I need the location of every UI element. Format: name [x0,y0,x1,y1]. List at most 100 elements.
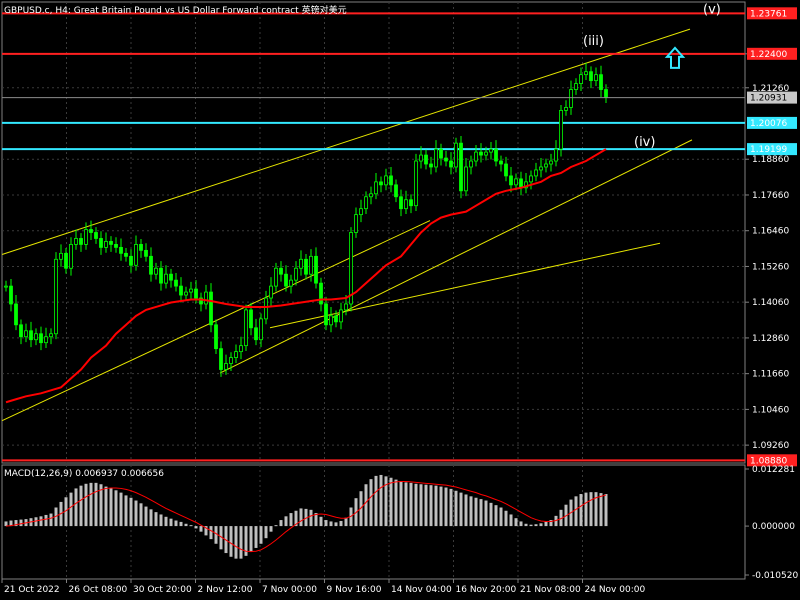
macd-histogram-bar [144,506,148,527]
y-tick-label: 1.17660 [752,191,789,201]
macd-histogram-bar [99,484,103,527]
candle-body [104,241,108,248]
candle-body [529,175,533,183]
macd-histogram-bar [514,518,518,527]
candle-body [49,333,53,338]
x-tick-label: 2 Nov 12:00 [198,585,253,595]
wave-label-iii: (iii) [583,34,604,49]
candle-body [589,71,593,82]
macd-histogram-bar [364,484,368,527]
macd-histogram-bar [344,517,348,527]
macd-histogram-bar [499,507,503,527]
up-arrow-icon [664,46,686,69]
macd-histogram-bar [124,495,128,527]
macd-histogram-bar [429,485,433,527]
candle-body [509,175,513,186]
macd-histogram-bar [84,483,88,527]
candle-body [99,238,103,248]
candle-body [604,89,608,98]
candle-body [84,229,88,245]
candle-body [299,258,303,269]
macd-histogram-bar [359,491,363,527]
candle-body [469,160,473,168]
macd-histogram-bar [279,520,283,527]
macd-histogram-bar [204,526,208,536]
level-price-label: 1.20076 [750,119,787,129]
candle-body [24,330,28,338]
candle-body [279,267,283,275]
candle-body [334,315,338,323]
candle-body [339,309,343,323]
macd-histogram-bar [579,494,583,527]
macd-histogram-bar [254,526,258,548]
macd-histogram-bar [209,526,213,540]
candle-body [14,303,18,326]
macd-histogram-bar [249,526,253,552]
x-tick-label: 24 Nov 00:00 [585,585,646,595]
x-tick-label: 16 Nov 20:00 [456,585,517,595]
level-price-label: 1.08880 [750,456,787,466]
candle-body [109,241,113,245]
macd-histogram-bar [154,512,158,527]
candle-body [159,267,163,284]
level-price-box [747,116,797,129]
macd-histogram-bar [434,485,438,527]
channel-line [269,242,661,329]
macd-histogram-bar [404,482,408,527]
level-price-label: 1.19199 [750,145,787,155]
macd-histogram-bar [119,492,123,527]
macd-histogram-bar [519,521,523,527]
candle-body [354,214,358,233]
candle-body [454,142,458,168]
macd-histogram-bar [329,521,333,527]
candle-body [314,255,318,284]
macd-histogram-bar [89,482,93,527]
candle-body [144,249,148,257]
macd-histogram-bar [19,519,23,527]
macd-histogram-bar [79,485,83,527]
candle-body [444,157,448,162]
candle-body [29,330,33,341]
candle-body [414,160,418,207]
candle-body [54,258,58,335]
y-tick-label: 1.18860 [752,155,789,165]
macd-histogram-bar [194,526,198,529]
macd-y-tick-label: 0.000000 [752,522,795,532]
macd-histogram-bar [134,500,138,527]
macd-histogram-bar [4,521,8,527]
macd-histogram-bar [544,521,548,527]
candle-body [179,285,183,296]
macd-histogram-bar [104,486,108,527]
candle-body [134,244,138,266]
candle-body [259,318,263,341]
macd-histogram-bar [604,494,608,527]
macd-histogram-bar [219,526,223,550]
candle-body [149,255,153,275]
macd-histogram-bar [594,492,598,527]
macd-histogram-bar [259,526,263,544]
macd-histogram-bar [559,509,563,527]
candle-body [364,196,368,210]
macd-histogram-bar [529,524,533,527]
candle-body [369,193,373,198]
macd-histogram-bar [509,514,513,527]
level-price-box [747,7,797,20]
candle-body [64,252,68,269]
macd-histogram-bar [479,499,483,527]
candle-body [374,181,378,195]
x-tick-label: 21 Nov 08:00 [520,585,581,595]
y-tick-label: 1.21260 [752,84,789,94]
macd-histogram-bar [444,487,448,527]
y-tick-label: 1.12860 [752,334,789,344]
macd-histogram-bar [454,490,458,527]
macd-histogram-bar [129,497,133,527]
candle-body [559,110,563,150]
macd-histogram-bar [214,526,218,544]
macd-histogram-bar [314,513,318,527]
candle-body [594,74,598,82]
candle-body [164,273,168,284]
y-tick-label: 1.09260 [752,441,789,451]
macd-histogram-bar [114,490,118,527]
macd-histogram-bar [309,509,313,527]
